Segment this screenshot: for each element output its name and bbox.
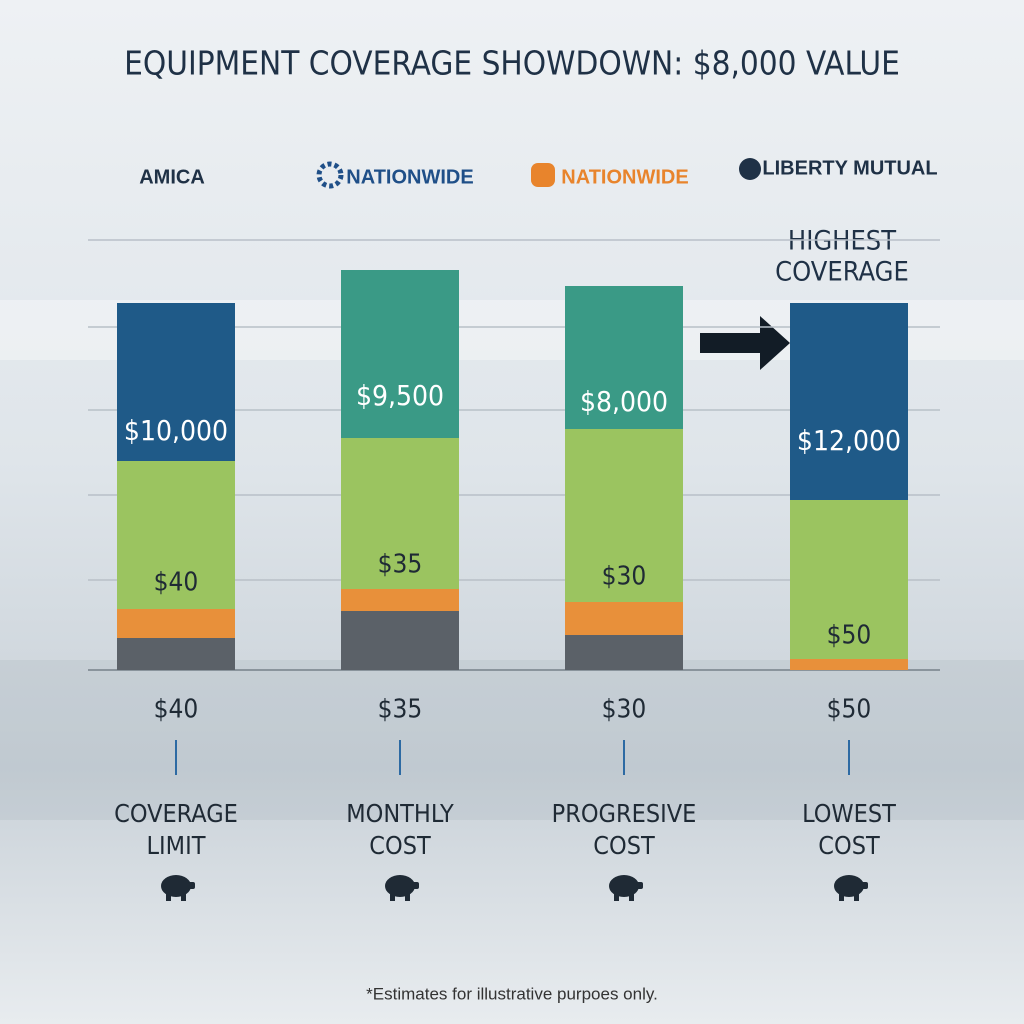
- brand-logo: NATIONWIDE: [561, 166, 688, 188]
- cost-bar-label: $40: [154, 568, 199, 598]
- cost-label: $35: [378, 695, 423, 725]
- piggy-icon: [609, 875, 639, 897]
- piggy-icon: [839, 893, 844, 901]
- bar-segment: [790, 659, 908, 670]
- cost-label: $40: [154, 695, 199, 725]
- brand-logo: AMICA: [139, 166, 205, 188]
- bar-segment: [341, 438, 459, 589]
- piggy-icon: [390, 893, 395, 901]
- column-label: COST: [369, 831, 431, 860]
- cost-bar-label: $35: [378, 550, 423, 580]
- logo-icon: [316, 161, 344, 189]
- piggy-icon: [166, 893, 171, 901]
- bar-segment: [117, 461, 235, 609]
- column-label: LOWEST: [802, 799, 896, 828]
- bar-segment: [565, 602, 683, 635]
- cost-bar-label: $50: [827, 621, 872, 651]
- bar-segment: [341, 611, 459, 670]
- piggy-icon: [834, 875, 864, 897]
- piggy-icon: [629, 893, 634, 901]
- piggy-icon: [636, 882, 643, 889]
- bar-segment: [565, 429, 683, 602]
- callout: COVERAGE: [775, 257, 909, 288]
- column-label: MONTHLY: [346, 799, 454, 828]
- piggy-icon: [405, 893, 410, 901]
- arrow: [700, 316, 790, 370]
- footnote: *Estimates for illustrative purpoes only…: [366, 984, 658, 1003]
- background-shade: [0, 660, 1024, 820]
- coverage-label: $10,000: [124, 414, 228, 447]
- coverage-label: $9,500: [356, 379, 444, 412]
- bar-segment: [341, 270, 459, 438]
- bar-segment: [790, 303, 908, 500]
- cost-label: $30: [602, 695, 647, 725]
- piggy-icon: [181, 893, 186, 901]
- piggy-icon: [854, 893, 859, 901]
- column-label: LIMIT: [147, 831, 206, 860]
- piggy-icon: [861, 882, 868, 889]
- brand-logo: LIBERTY MUTUAL: [762, 157, 937, 179]
- title: EQUIPMENT COVERAGE SHOWDOWN: $8,000 VALU…: [124, 44, 900, 83]
- piggy-icon: [385, 875, 415, 897]
- cost-label: $50: [827, 695, 872, 725]
- brand-logo: NATIONWIDE: [346, 166, 473, 188]
- cost-bar-label: $30: [602, 562, 647, 592]
- columns: AMICA $10,000 $40 $40 COVERAGE LIMIT NATIONWID…: [114, 157, 938, 901]
- bar-segment: [341, 589, 459, 611]
- coverage-label: $8,000: [580, 385, 668, 418]
- bar-segment: [790, 500, 908, 659]
- coverage-label: $12,000: [797, 424, 901, 457]
- logo-icon: [739, 158, 761, 180]
- column-label: COVERAGE: [114, 799, 238, 828]
- column-label: COST: [818, 831, 880, 860]
- bar-segment: [565, 286, 683, 429]
- column-label: COST: [593, 831, 655, 860]
- bar-segment: [565, 635, 683, 670]
- bar-segment: [117, 303, 235, 461]
- logo-icon: [531, 163, 555, 187]
- piggy-icon: [614, 893, 619, 901]
- piggy-icon: [188, 882, 195, 889]
- piggy-icon: [161, 875, 191, 897]
- piggy-icon: [412, 882, 419, 889]
- callout: HIGHEST: [788, 226, 896, 257]
- bar-segment: [117, 638, 235, 670]
- bar-segment: [117, 609, 235, 638]
- column-label: PROGRESIVE: [552, 799, 697, 828]
